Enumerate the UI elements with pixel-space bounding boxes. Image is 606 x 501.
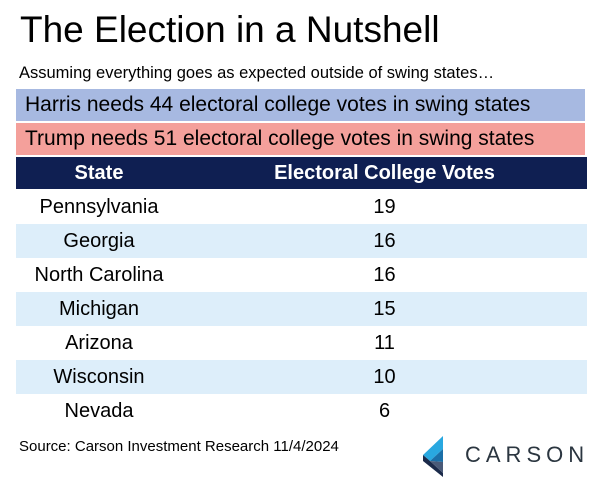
state-cell: Nevada xyxy=(16,394,182,428)
page-subtitle: Assuming everything goes as expected out… xyxy=(19,63,494,83)
table-row: Arizona 11 xyxy=(16,326,587,360)
table-header: State Electoral College Votes xyxy=(16,157,587,189)
state-cell: Michigan xyxy=(16,292,182,326)
table-body: Pennsylvania 19 Georgia 16 North Carolina 16 M… xyxy=(16,190,587,428)
votes-cell: 6 xyxy=(182,394,587,428)
table-row: North Carolina 16 xyxy=(16,258,587,292)
carson-logo-text: CARSON xyxy=(465,441,589,469)
trump-banner: Trump needs 51 electoral college votes i… xyxy=(16,123,585,155)
votes-cell: 10 xyxy=(182,360,587,394)
votes-cell: 16 xyxy=(182,224,587,258)
table-row: Wisconsin 10 xyxy=(16,360,587,394)
carson-logo: CARSON xyxy=(421,433,589,481)
state-cell: North Carolina xyxy=(16,258,182,292)
table-row: Nevada 6 xyxy=(16,394,587,428)
votes-cell: 15 xyxy=(182,292,587,326)
table-row: Pennsylvania 19 xyxy=(16,190,587,224)
votes-cell: 11 xyxy=(182,326,587,360)
column-header-votes: Electoral College Votes xyxy=(182,157,587,189)
votes-cell: 19 xyxy=(182,190,587,224)
votes-cell: 16 xyxy=(182,258,587,292)
carson-logo-icon xyxy=(421,433,461,479)
page-title: The Election in a Nutshell xyxy=(20,6,440,54)
state-cell: Georgia xyxy=(16,224,182,258)
state-cell: Wisconsin xyxy=(16,360,182,394)
state-cell: Arizona xyxy=(16,326,182,360)
harris-banner: Harris needs 44 electoral college votes … xyxy=(16,89,585,121)
table-row: Georgia 16 xyxy=(16,224,587,258)
table-row: Michigan 15 xyxy=(16,292,587,326)
source-note: Source: Carson Investment Research 11/4/… xyxy=(19,438,339,456)
state-cell: Pennsylvania xyxy=(16,190,182,224)
column-header-state: State xyxy=(16,157,182,189)
